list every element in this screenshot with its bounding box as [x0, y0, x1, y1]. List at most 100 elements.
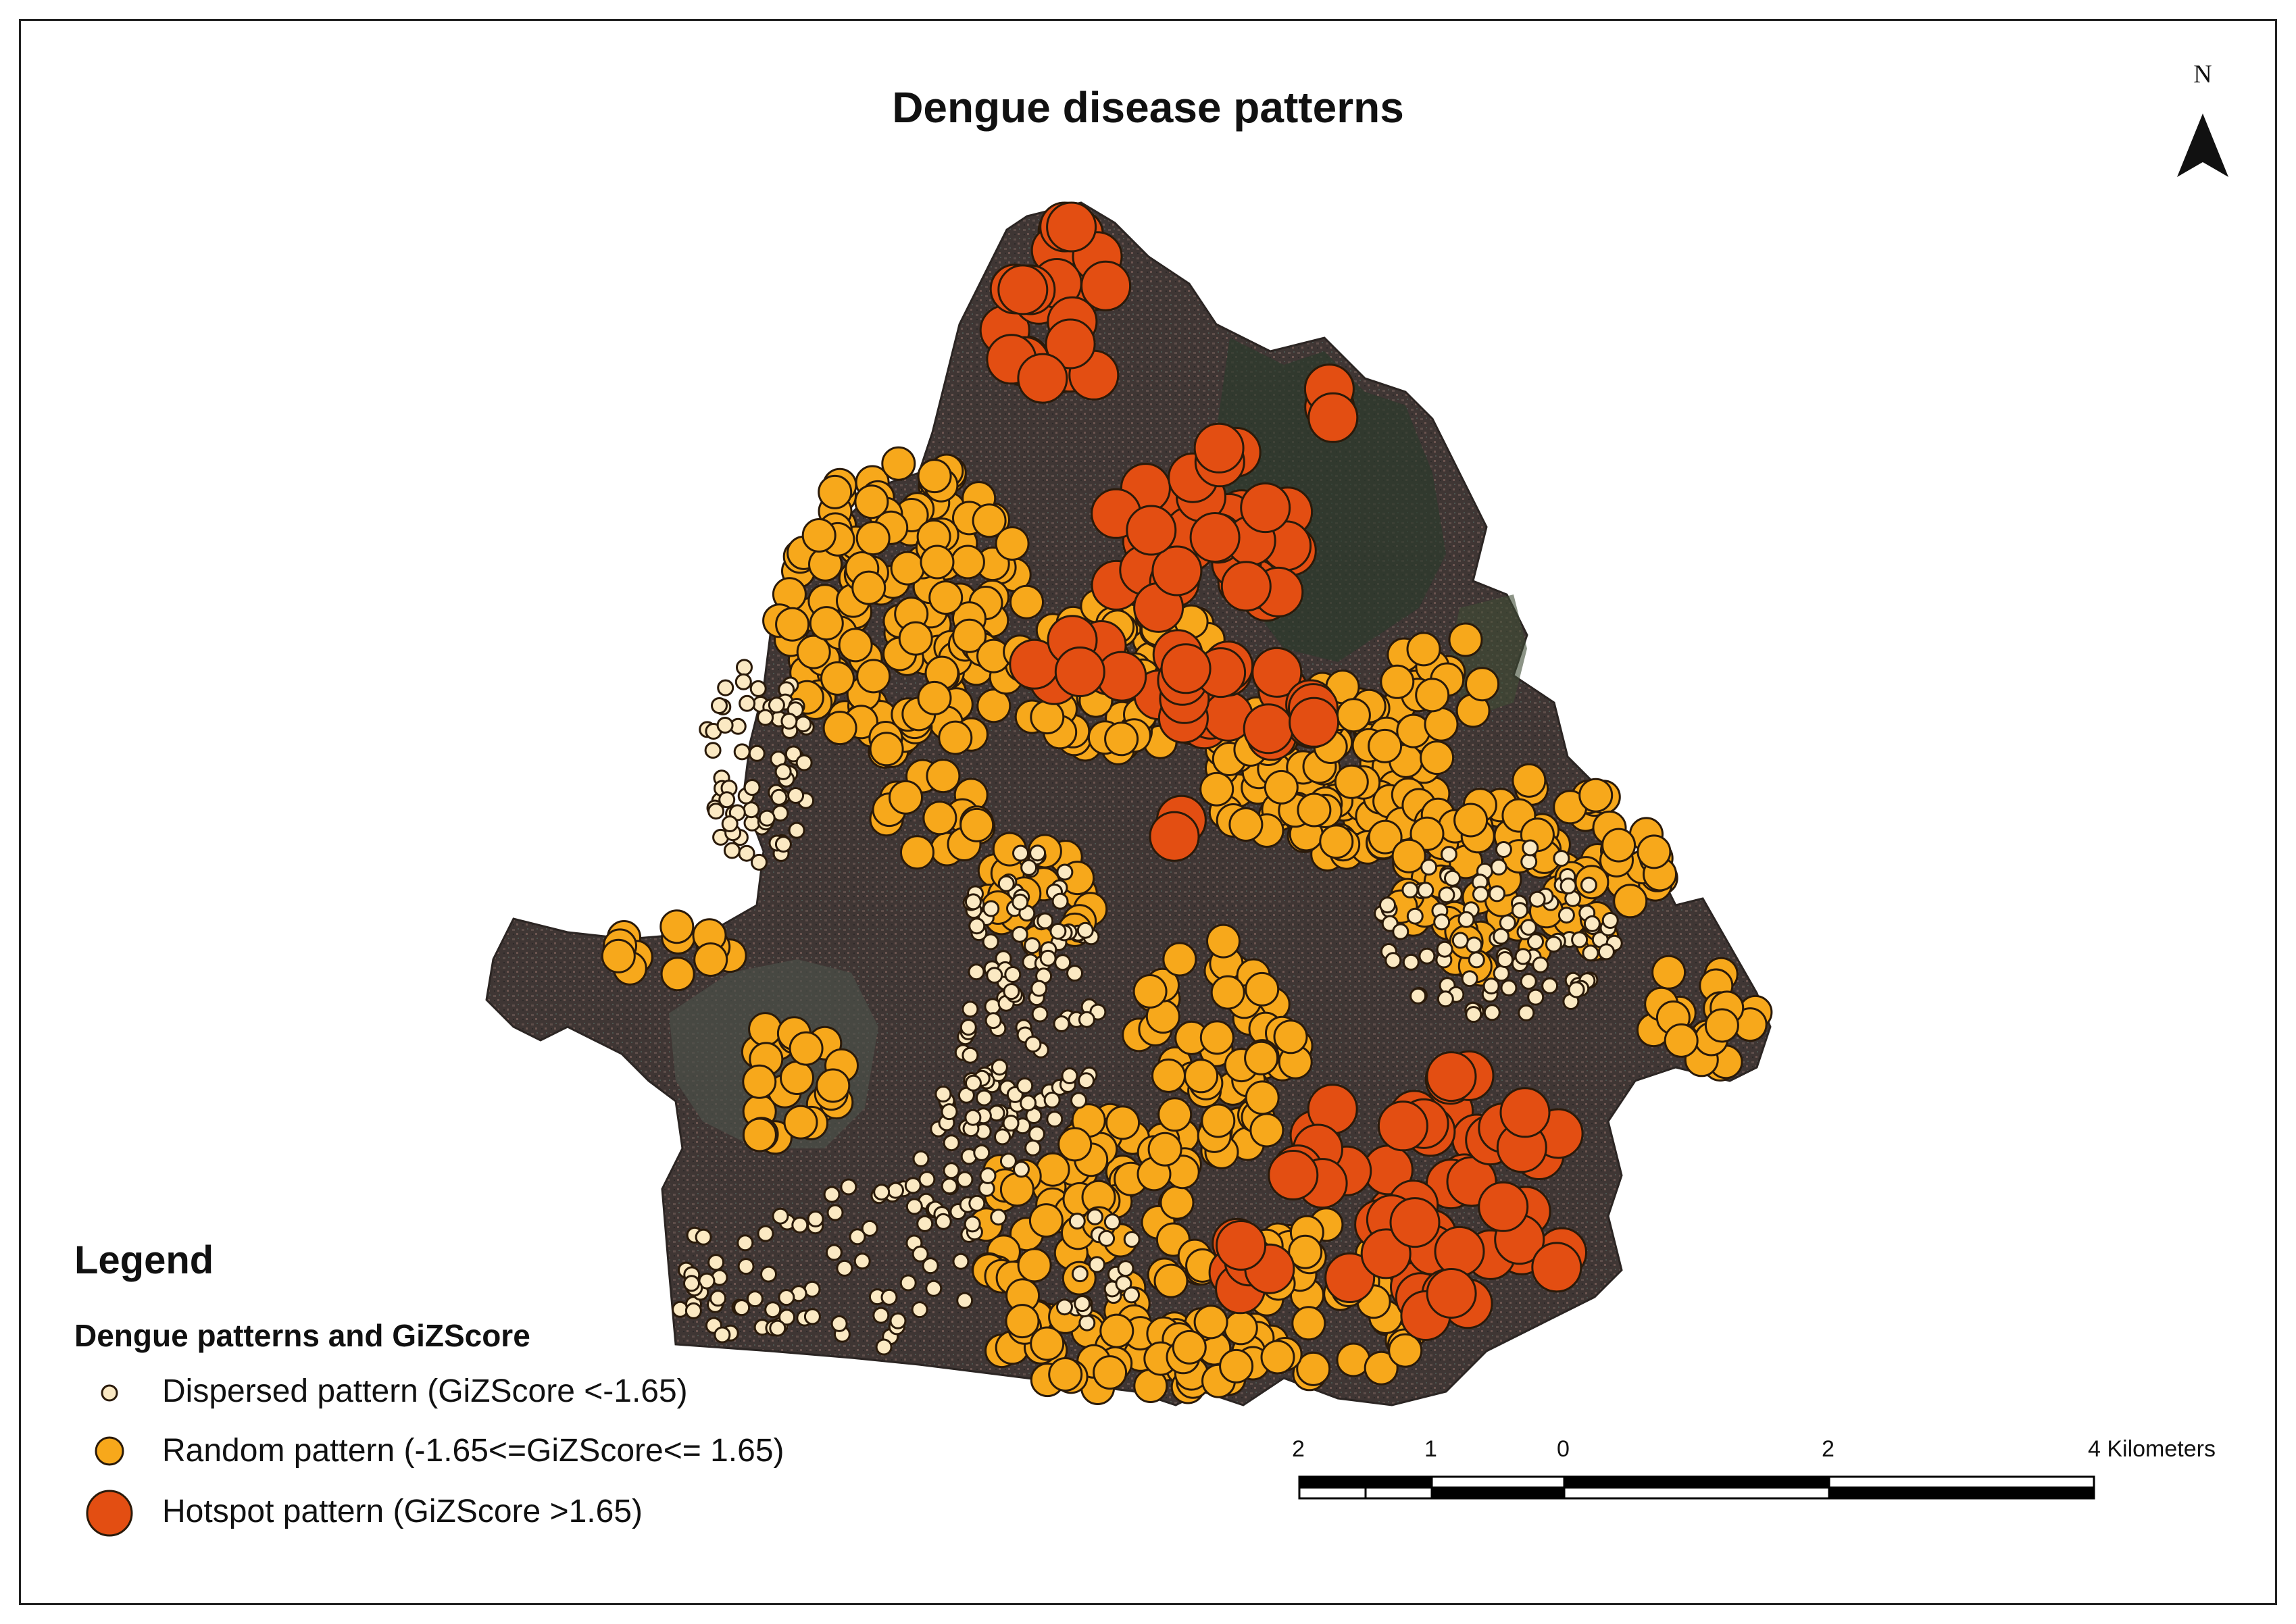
dispersed-point — [1440, 846, 1457, 863]
scale-label-2-right: 2 — [1822, 1436, 1835, 1462]
dispersed-point — [1541, 977, 1559, 994]
dispersed-point — [1444, 869, 1461, 887]
random-point — [1201, 1103, 1236, 1138]
hotspot-point — [1126, 505, 1177, 556]
dispersed-point — [1051, 892, 1069, 910]
scale-label-1: 1 — [1424, 1436, 1437, 1462]
dispersed-point — [962, 1000, 979, 1018]
dispersed-point — [1056, 863, 1074, 881]
dispersed-point — [707, 1254, 725, 1271]
dispersed-point — [758, 809, 776, 827]
dispersed-point — [1489, 885, 1505, 903]
dispersed-point — [749, 680, 767, 697]
dispersed-point — [1466, 936, 1482, 954]
hotspot-point — [1531, 1242, 1582, 1293]
random-point — [1406, 632, 1441, 667]
random-point — [601, 938, 636, 973]
random-point — [1199, 1020, 1234, 1055]
dispersed-point — [1490, 859, 1507, 876]
random-point — [1415, 678, 1450, 713]
hotspot-point — [1149, 811, 1200, 862]
dispersed-point — [788, 821, 805, 839]
dispersed-point — [904, 1177, 922, 1194]
dispersed-point — [1123, 1231, 1141, 1248]
dispersed-point — [1461, 970, 1478, 988]
random-point — [1153, 1263, 1189, 1298]
random-point — [1249, 1113, 1284, 1148]
dispersed-point — [1043, 1091, 1061, 1109]
dispersed-point — [733, 1299, 751, 1317]
legend-symbol-dispersed — [101, 1384, 118, 1402]
dispersed-point — [1087, 1208, 1103, 1225]
random-point — [999, 1172, 1034, 1207]
dispersed-point — [905, 1198, 923, 1215]
dispersed-point — [1013, 1161, 1030, 1178]
dengue-points — [601, 201, 1773, 1405]
dispersed-point — [1418, 947, 1436, 965]
dispersed-point — [979, 1167, 997, 1184]
random-point — [1424, 707, 1459, 742]
dispersed-point — [1024, 937, 1041, 955]
dispersed-point — [739, 694, 756, 712]
random-point — [1512, 763, 1547, 798]
random-point — [809, 606, 844, 641]
random-point — [1380, 664, 1415, 699]
dispersed-point — [1002, 1115, 1020, 1132]
random-point — [869, 732, 904, 767]
dispersed-point — [717, 679, 734, 696]
dispersed-point — [1511, 902, 1528, 919]
random-point — [1334, 764, 1369, 799]
dispersed-point — [1436, 940, 1453, 958]
dispersed-point — [973, 1144, 991, 1161]
dispersed-point — [990, 1209, 1007, 1226]
dispersed-point — [899, 1274, 917, 1292]
dispersed-point — [956, 1292, 974, 1309]
hotspot-point — [1189, 512, 1241, 563]
dispersed-point — [925, 1279, 943, 1297]
legend-item-random: Random pattern (-1.65<=GiZScore<= 1.65) — [162, 1433, 784, 1469]
dispersed-point — [1497, 951, 1514, 968]
random-point — [1319, 824, 1354, 859]
dispersed-point — [826, 1204, 844, 1221]
dispersed-point — [956, 1171, 974, 1188]
random-point — [1578, 778, 1614, 813]
random-point — [1223, 1311, 1258, 1346]
dispersed-point — [1030, 980, 1048, 997]
dispersed-point — [769, 1319, 787, 1337]
dispersed-point — [934, 1213, 952, 1230]
dispersed-point — [1401, 881, 1419, 898]
dispersed-point — [982, 933, 999, 950]
dispersed-point — [1078, 1011, 1095, 1028]
dispersed-point — [1071, 1265, 1089, 1283]
random-point — [820, 661, 855, 696]
dispersed-point — [916, 1215, 934, 1232]
random-point — [1009, 584, 1044, 619]
random-point — [1601, 828, 1637, 863]
random-point — [1132, 974, 1168, 1009]
random-point — [898, 621, 933, 656]
dispersed-point — [1514, 948, 1532, 965]
hotspot-point — [1377, 1100, 1428, 1152]
random-point — [1260, 1340, 1295, 1375]
legend-symbol-hotspot — [86, 1490, 133, 1537]
random-point — [938, 720, 973, 755]
dispersed-point — [1103, 1213, 1121, 1231]
random-point — [1172, 1329, 1207, 1365]
random-point — [1391, 838, 1426, 873]
random-point — [1228, 807, 1264, 842]
dispersed-point — [778, 1289, 795, 1306]
dispersed-point — [994, 1128, 1011, 1146]
scale-bar — [1298, 1475, 2095, 1500]
legend-symbols — [86, 1384, 133, 1537]
random-point — [917, 459, 952, 494]
dispersed-point — [887, 1182, 904, 1199]
dispersed-point — [764, 1301, 782, 1319]
random-point — [972, 503, 1007, 538]
random-point — [917, 680, 952, 715]
random-point — [1219, 1348, 1254, 1384]
dispersed-point — [999, 1152, 1017, 1170]
random-point — [995, 526, 1030, 561]
dispersed-point — [714, 1326, 731, 1344]
dispersed-point — [768, 696, 785, 714]
random-point — [976, 688, 1012, 724]
